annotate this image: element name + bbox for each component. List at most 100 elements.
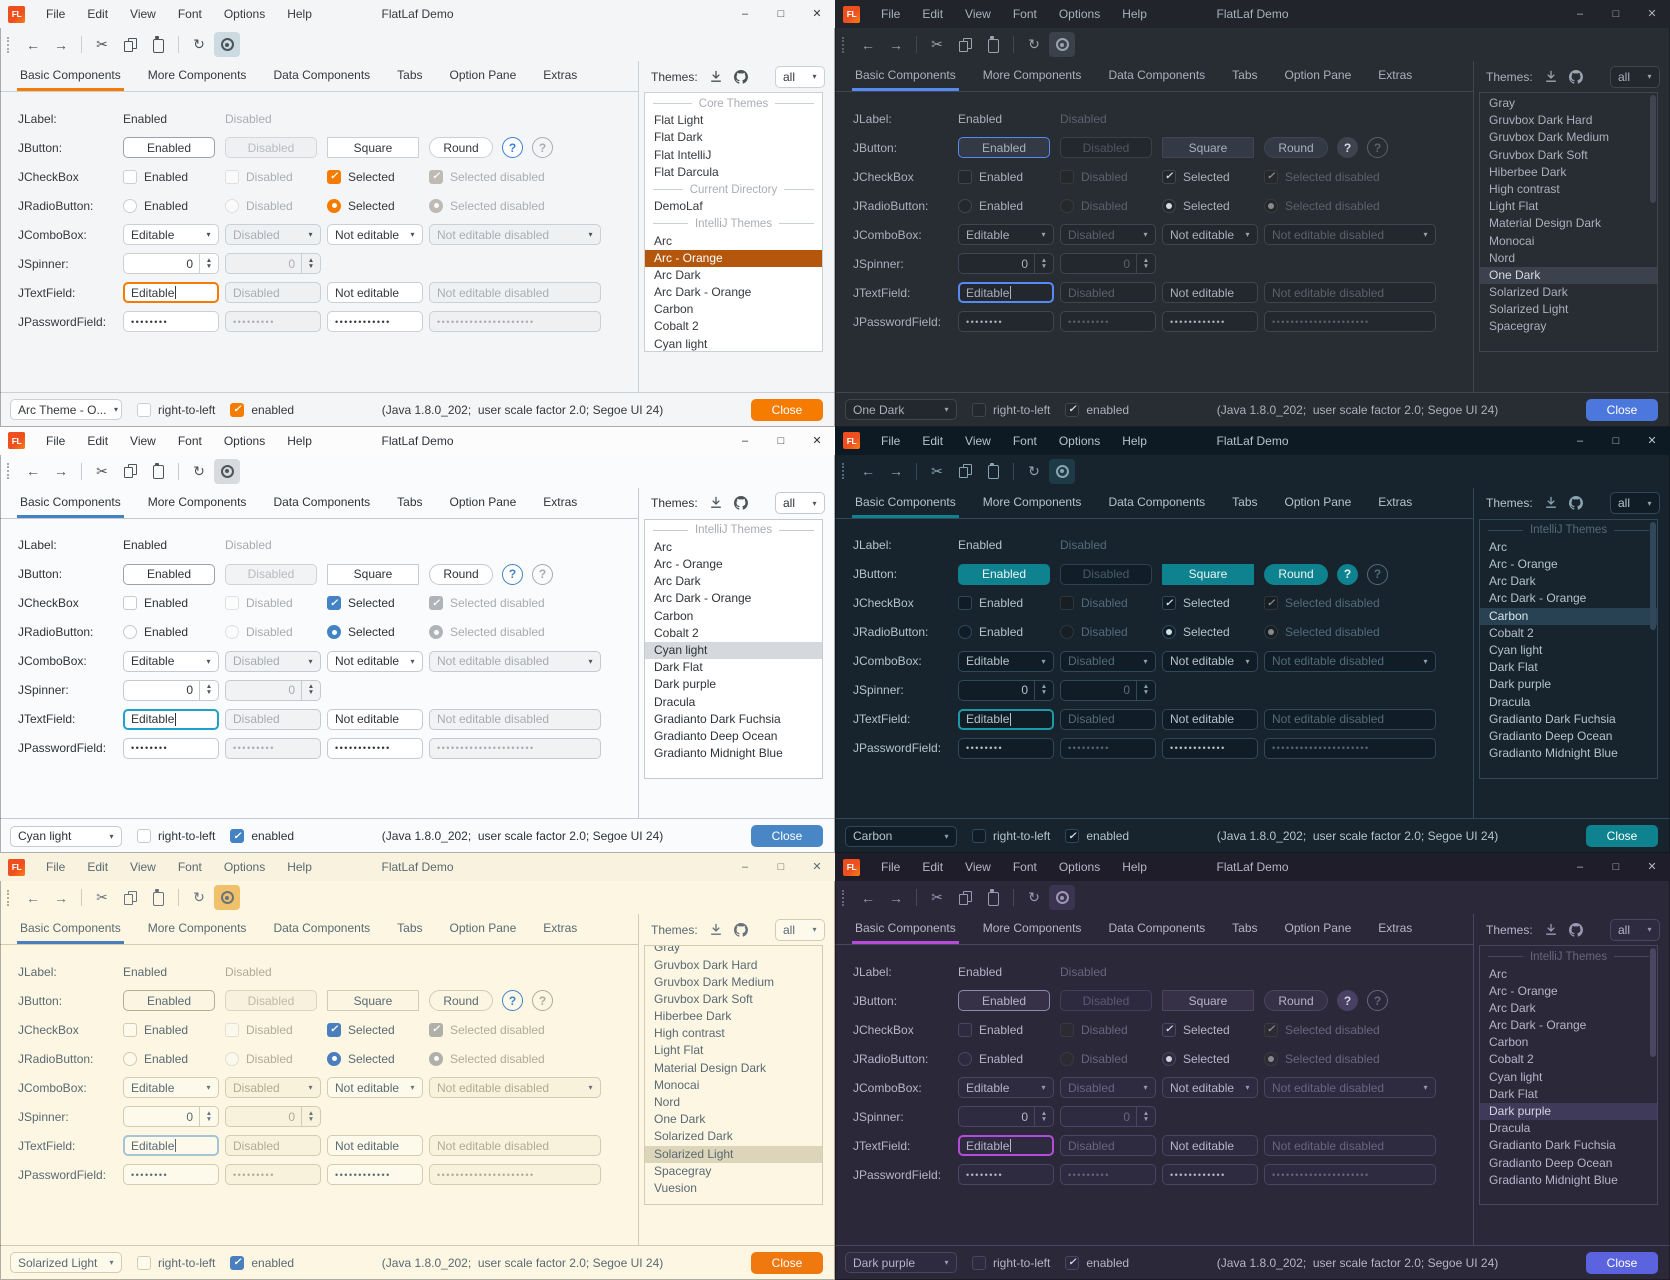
combobox-editable[interactable]: Editable ▾ [123,650,219,672]
menu-options[interactable]: Options [223,7,266,21]
radio-selected[interactable]: Selected [1162,198,1264,213]
menu-file[interactable]: File [46,433,66,448]
spinner-arrows-icon[interactable]: ▲ ▼ [199,1107,218,1127]
spinner-arrows-icon[interactable]: ▲ ▼ [199,680,218,700]
menu-edit[interactable]: Edit [87,433,109,448]
theme-list-item[interactable]: Dark Flat [1489,660,1538,675]
theme-list-item[interactable]: Gruvbox Dark Hard [654,957,758,972]
combobox-not-editable[interactable]: Not editable ▾ [327,650,423,672]
help-button[interactable]: ? [1337,990,1358,1012]
tab-tabs[interactable]: Tabs [397,494,423,509]
theme-list-item[interactable]: Carbon [654,302,694,317]
chevron-down-icon[interactable]: ▾ [812,72,817,81]
close-window-button[interactable]: ✕ [812,861,822,874]
combobox-not-editable[interactable]: Not editable ▾ [1162,224,1258,245]
chevron-down-icon[interactable]: ▾ [1041,1083,1046,1093]
theme-list-item[interactable]: Gruvbox Dark Soft [1489,147,1588,162]
github-icon[interactable] [1568,496,1583,510]
chevron-down-icon[interactable]: ▾ [1647,498,1652,508]
themes-list[interactable]: IntelliJ Themes Arc Arc - Orange Arc Dark Ar… [644,518,823,779]
checkbox-enabled[interactable]: ✓Enabled [958,596,1060,611]
spinner-arrows-icon[interactable]: ▲ ▼ [199,254,218,273]
close-window-button[interactable]: ✕ [1647,861,1657,874]
menu-file[interactable]: File [881,860,901,875]
download-icon[interactable] [1544,496,1558,510]
theme-list-item[interactable]: Gradianto Deep Ocean [1489,1155,1613,1170]
chevron-down-icon[interactable]: ▾ [1245,230,1250,239]
cut-button[interactable]: ✂ [931,889,943,906]
menu-font[interactable]: Font [177,433,202,448]
menu-edit[interactable]: Edit [87,860,109,875]
help-button[interactable]: ? [1337,563,1358,585]
jbutton-square[interactable]: Square [1162,137,1254,158]
download-icon[interactable] [709,496,723,510]
theme-list-item[interactable]: Flat Darcula [654,164,719,179]
theme-list-item[interactable]: Spacegray [654,1163,712,1178]
combobox-not-editable[interactable]: Not editable ▾ [327,224,423,245]
tab-more-components[interactable]: More Components [982,494,1082,509]
jbutton-enabled[interactable]: Enabled [958,563,1050,585]
chevron-down-icon[interactable]: ▾ [109,1258,114,1268]
tab-data-components[interactable]: Data Components [1108,494,1206,509]
show-hidden-toggle[interactable] [214,885,240,911]
spinner-enabled[interactable]: 0 ▲ ▼ [958,1106,1054,1128]
minimize-button[interactable]: – [741,8,749,20]
download-icon[interactable] [709,70,723,84]
theme-list-item[interactable]: Solarized Light [1489,302,1569,317]
theme-selector-combo[interactable]: Cyan light ▾ [10,825,122,847]
tab-basic-components[interactable]: Basic Components [17,921,124,945]
checkbox-enabled[interactable]: ✓Enabled [123,596,225,611]
checkbox-enabled[interactable]: ✓Enabled [123,1022,225,1037]
textfield-editable[interactable]: Editable [123,282,219,303]
show-hidden-toggle[interactable] [1049,32,1075,57]
jbutton-round[interactable]: Round [429,563,493,585]
chevron-down-icon[interactable]: ▾ [410,230,415,239]
passwordfield-editable[interactable]: •••••••• [958,311,1054,332]
checkbox-enabled[interactable]: ✓Enabled [958,169,1060,184]
theme-list-item[interactable]: Carbon [1489,1035,1529,1050]
close-button[interactable]: Close [1586,825,1658,848]
radio-enabled[interactable]: Enabled [958,198,1060,213]
theme-list-item[interactable]: Arc Dark [654,267,701,282]
chevron-down-icon[interactable]: ▾ [410,1083,415,1093]
theme-list-item[interactable]: Cobalt 2 [654,625,699,640]
textfield-editable[interactable]: Editable [123,708,219,730]
github-icon[interactable] [733,922,748,937]
right-to-left-checkbox[interactable]: ✓right-to-left [972,402,1050,417]
tab-data-components[interactable]: Data Components [1108,68,1206,82]
copy-button[interactable] [952,459,978,484]
toolbar-grip[interactable] [842,463,847,480]
theme-list-item[interactable]: Dark Flat [1489,1086,1538,1101]
theme-list-item[interactable]: Cyan light [1489,642,1543,657]
passwordfield-editable[interactable]: •••••••• [123,1164,219,1186]
jbutton-round[interactable]: Round [1264,563,1328,585]
checkbox-enabled[interactable]: ✓Enabled [958,1022,1060,1037]
jbutton-enabled[interactable]: Enabled [123,137,215,158]
themes-filter-combo[interactable]: all ▾ [775,918,825,941]
jbutton-enabled[interactable]: Enabled [123,990,215,1012]
radio-enabled[interactable]: Enabled [123,198,225,213]
theme-list-item[interactable]: Arc [1489,966,1507,981]
maximize-button[interactable]: □ [777,861,785,874]
themes-list[interactable]: IntelliJ Themes Arc Arc - Orange Arc Dark Ar… [1479,945,1658,1206]
tab-tabs[interactable]: Tabs [397,68,423,82]
theme-list-item[interactable]: Gruvbox Dark Medium [1489,130,1610,145]
menu-options[interactable]: Options [223,433,266,448]
toolbar-grip[interactable] [7,36,12,53]
jbutton-enabled[interactable]: Enabled [958,137,1050,158]
jbutton-square[interactable]: Square [327,137,419,158]
refresh-button[interactable]: ↻ [193,36,205,52]
tab-more-components[interactable]: More Components [147,921,247,936]
theme-list-item[interactable]: Gradianto Dark Fuchsia [1489,1138,1616,1153]
tab-basic-components[interactable]: Basic Components [17,68,124,91]
close-window-button[interactable]: ✕ [1647,434,1657,447]
passwordfield-not-editable[interactable]: •••••••••••• [327,1164,423,1186]
theme-selector-combo[interactable]: Dark purple ▾ [845,1252,957,1274]
github-icon[interactable] [733,496,748,510]
combobox-editable[interactable]: Editable ▾ [958,650,1054,672]
menu-options[interactable]: Options [1058,7,1101,21]
spinner-enabled[interactable]: 0 ▲ ▼ [958,253,1054,274]
combobox-editable[interactable]: Editable ▾ [958,1077,1054,1099]
menu-file[interactable]: File [46,7,66,21]
copy-button[interactable] [117,885,143,910]
